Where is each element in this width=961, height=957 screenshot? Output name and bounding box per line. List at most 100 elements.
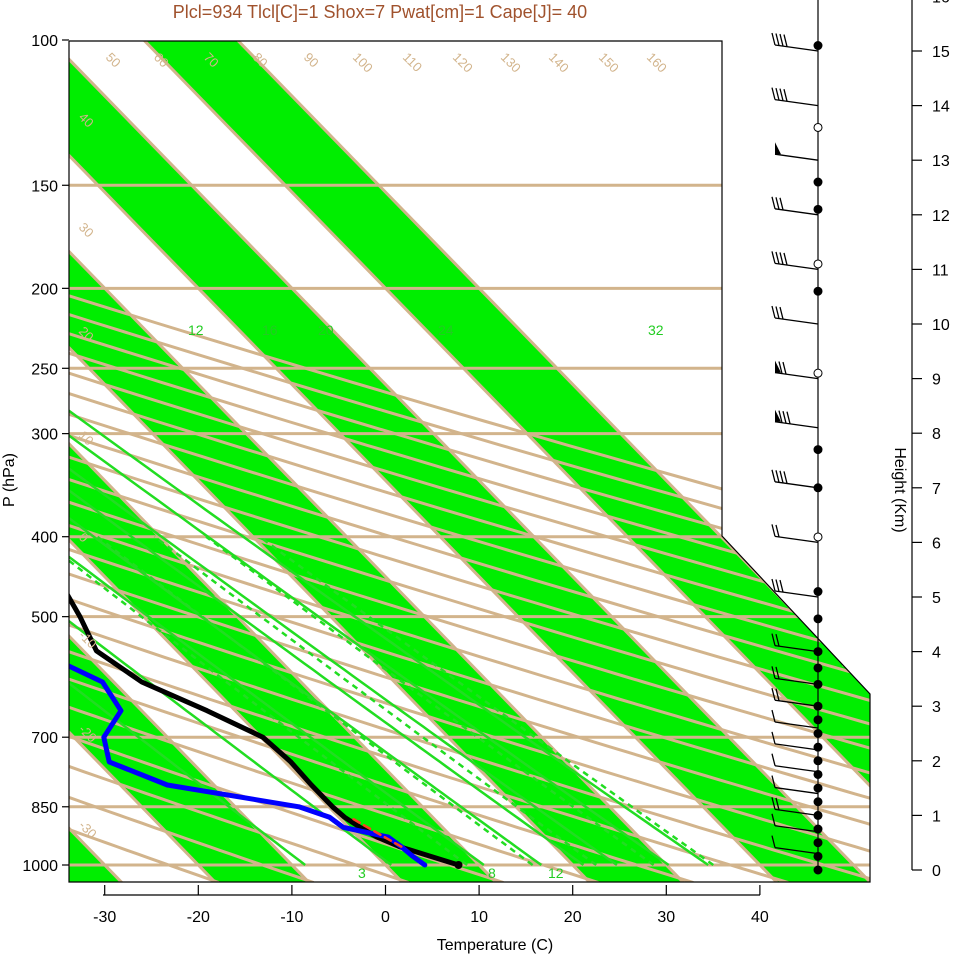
height-level-dot: [813, 715, 823, 725]
height-tick-label: 4: [932, 645, 941, 662]
x-tick-label: 10: [470, 909, 488, 926]
x-tick-label: -30: [93, 909, 116, 926]
height-level-dot: [813, 177, 823, 187]
mixing-ratio-label: 3: [358, 865, 366, 881]
height-level-dot: [813, 259, 823, 269]
height-level-dot: [813, 865, 823, 875]
dry-adiabat-line: [69, 41, 870, 882]
dry-adiabat-line: [69, 41, 870, 882]
mixing-ratio-line: [69, 367, 709, 867]
height-tick-label: 1: [932, 808, 941, 825]
p-tick-label: 200: [31, 281, 58, 298]
mixing-ratio-dashed-line: [69, 535, 468, 866]
height-tick-label: 8: [932, 426, 941, 443]
y-axis-title: P (hPa): [1, 453, 18, 507]
height-tick-label: 6: [932, 535, 941, 552]
wind-barb: [771, 196, 819, 216]
wind-barb: [771, 709, 819, 729]
dry-adiabat-line: [69, 41, 870, 882]
dry-adiabat-line: [69, 41, 504, 882]
height-level-dot: [813, 41, 823, 51]
plot-frame: [68, 40, 871, 883]
isotherm-band: [69, 41, 497, 882]
p-tick-label: 300: [31, 427, 58, 444]
height-level-dot: [813, 783, 823, 793]
height-tick-label: 7: [932, 481, 941, 498]
wind-barb: [771, 305, 819, 325]
dry-adiabat-label: 30: [722, 122, 743, 143]
x-axis-title: Temperature (C): [437, 937, 553, 954]
wind-barb-column: [771, 0, 823, 875]
dry-adiabat-label: 20: [722, 234, 743, 255]
isotherm-band: [69, 41, 870, 882]
x-tick-label: -20: [187, 909, 210, 926]
surface-temperature-dot: [454, 861, 463, 869]
mixing-ratio-label: 16: [262, 322, 278, 338]
dry-adiabat-line: [69, 41, 870, 882]
p-tick-label: 500: [31, 610, 58, 627]
height-level-dot: [813, 797, 823, 807]
pressure-axis: 100 150 200 250 300 400 500 700 850 1000: [22, 33, 69, 875]
dry-adiabat-line: [69, 41, 694, 882]
wind-barb: [774, 360, 819, 380]
wind-barb: [771, 87, 819, 107]
wind-barb: [771, 578, 819, 598]
height-level-dot: [813, 587, 823, 597]
height-level-dot: [813, 532, 823, 542]
dry-adiabat-line: [69, 41, 870, 882]
p-tick-label: 850: [31, 800, 58, 817]
mixing-ratio-line: [69, 367, 485, 867]
height-tick-label: 3: [932, 699, 941, 716]
wind-barb: [771, 688, 819, 707]
mixing-ratio-label: 32: [648, 322, 664, 338]
isotherm-line: [69, 41, 870, 882]
p-tick-label: 100: [31, 33, 58, 50]
parcel-profile-line: [348, 815, 403, 848]
height-level-dot: [813, 838, 823, 848]
height-level-dot: [813, 614, 823, 624]
isotherm-line: [69, 41, 685, 882]
dry-adiabats: [69, 41, 870, 882]
isotherm-line: [69, 41, 591, 882]
wind-barb: [771, 32, 819, 52]
wind-barb: [771, 753, 819, 773]
dry-adiabat-label: 0: [722, 460, 737, 476]
height-axis: 012345678910111213141516: [911, 0, 950, 880]
height-tick-label: 10: [932, 317, 950, 334]
height-axis-title: Height (Km): [891, 447, 908, 532]
isotherm-line: [0, 22, 28, 883]
p-tick-label: 250: [31, 361, 58, 378]
p-tick-label: 150: [31, 178, 58, 195]
dry-adiabat-line: [69, 41, 599, 882]
height-level-dot: [813, 286, 823, 296]
height-tick-label: 16: [932, 0, 950, 6]
dewpoint-profile-line: [69, 41, 428, 868]
height-tick-label: 14: [932, 99, 950, 116]
x-tick-label: -10: [280, 909, 303, 926]
height-tick-label: 5: [932, 590, 941, 607]
p-tick-label: 700: [31, 730, 58, 747]
mixing-ratio-line: [69, 367, 670, 867]
p-tick-label: 1000: [22, 858, 58, 875]
temperature-axis: -30 -20 -10 0 10 20 30 40: [93, 885, 769, 926]
height-tick-label: 12: [932, 208, 950, 225]
isotherm-line: [69, 41, 310, 882]
dry-adiabat-line: [69, 41, 870, 882]
dry-adiabat-line: [69, 41, 870, 882]
x-tick-label: 40: [751, 909, 769, 926]
dry-adiabat-line: [69, 41, 870, 882]
height-level-dot: [813, 729, 823, 738]
mixing-ratio-line: [69, 367, 585, 867]
x-tick-label: 0: [381, 909, 390, 926]
mixing-ratio-label: 24: [438, 322, 454, 338]
x-tick-label: 20: [564, 909, 582, 926]
height-level-dot: [813, 204, 823, 214]
chart-title: Plcl=934 Tlcl[C]=1 Shox=7 Pwat[cm]=1 Cap…: [173, 2, 587, 22]
dry-adiabat-line: [69, 41, 870, 882]
wind-barb: [771, 731, 819, 751]
isotherm-line: [69, 41, 498, 882]
height-level-dot: [813, 756, 823, 766]
p-tick-label: 400: [31, 530, 58, 547]
mixing-ratio-label: 8: [488, 865, 496, 881]
